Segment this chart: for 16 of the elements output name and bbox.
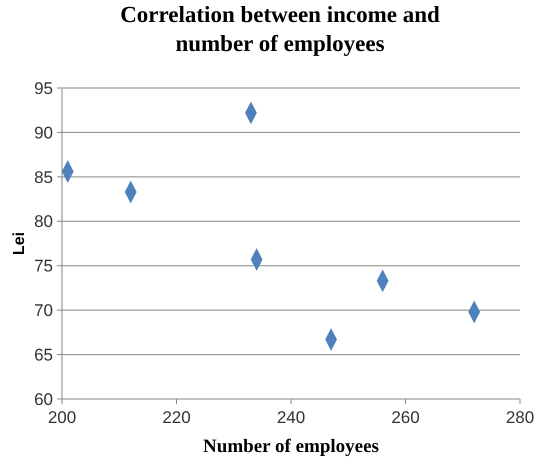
chart-title: Correlation between income and number of employees [120,2,440,56]
y-tick-label: 65 [34,346,53,365]
x-tick-label: 240 [276,408,306,427]
y-tick-label: 70 [34,301,53,320]
y-tick-label: 60 [34,390,53,409]
x-tick-label: 280 [506,408,534,427]
y-tick-label: 75 [34,256,53,276]
x-axis-title: Number of employees [203,436,379,457]
y-axis-title: Lei [11,232,28,256]
x-tick-label: 260 [391,408,420,427]
y-tick-label: 90 [34,123,53,142]
y-tick-label: 85 [34,168,53,187]
y-tick-label: 95 [34,78,53,98]
x-tick-label: 200 [48,408,76,427]
y-tick-label: 80 [34,212,53,232]
x-tick-label: 220 [162,408,191,427]
